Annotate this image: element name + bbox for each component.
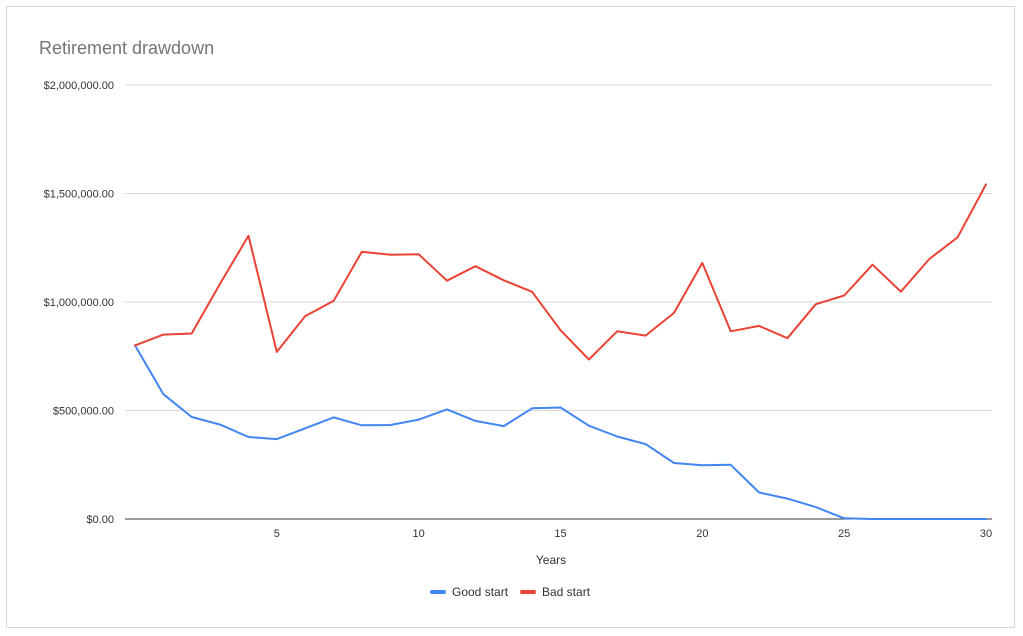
x-tick-label: 25 <box>838 528 850 540</box>
legend: Good start Bad start <box>430 585 591 599</box>
gridlines <box>125 84 992 520</box>
line-chart: Retirement drawdown $0.00 $500,000.00 $1,0… <box>39 38 992 599</box>
x-axis-label: Years <box>536 553 566 567</box>
legend-label-1: Good start <box>452 585 509 599</box>
chart-frame: Retirement drawdown $0.00 $500,000.00 $1,0… <box>6 6 1015 628</box>
series-line-1 <box>134 344 987 520</box>
series-line-2 <box>134 183 987 361</box>
chart-title: Retirement drawdown <box>39 38 214 58</box>
y-tick-label: $2,000,000.00 <box>44 80 114 92</box>
y-axis-ticks: $0.00 $500,000.00 $1,000,000.00 $1,500,000.… <box>44 80 114 526</box>
x-tick-label: 15 <box>554 528 566 540</box>
x-tick-label: 30 <box>980 528 992 540</box>
x-tick-label: 5 <box>274 528 280 540</box>
y-tick-label: $500,000.00 <box>53 406 114 418</box>
x-axis-ticks: 5 10 15 20 25 30 <box>274 528 992 540</box>
series-lines <box>134 183 987 520</box>
y-tick-label: $1,500,000.00 <box>44 189 114 201</box>
x-tick-label: 10 <box>413 528 425 540</box>
x-tick-label: 20 <box>696 528 708 540</box>
y-tick-label: $0.00 <box>86 514 114 526</box>
legend-label-2: Bad start <box>542 585 591 599</box>
y-tick-label: $1,000,000.00 <box>44 297 114 309</box>
